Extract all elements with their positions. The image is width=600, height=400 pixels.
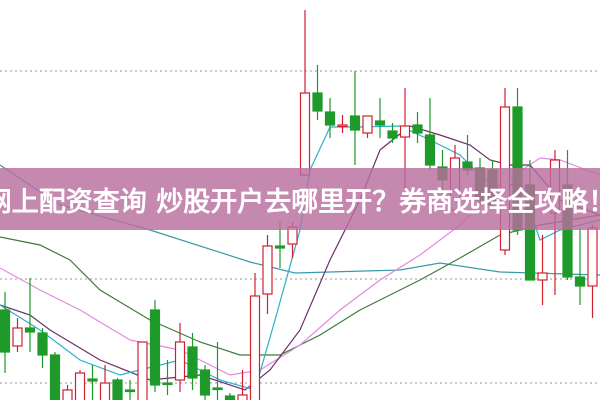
- candle-down: [274, 245, 286, 249]
- moving-average-line: [0, 214, 600, 356]
- candle-up: [537, 272, 548, 281]
- candle-up: [262, 245, 273, 295]
- candle-down: [212, 387, 223, 391]
- candle-up: [99, 382, 111, 400]
- candle-down: [149, 309, 161, 386]
- candle-up: [12, 327, 23, 347]
- candle-up: [137, 341, 148, 400]
- candle-up: [587, 227, 598, 287]
- banner-title: 网上配资查询 炒股开户去哪里开？券商选择全攻略！: [0, 186, 600, 218]
- candle-up: [399, 125, 411, 138]
- candle-down: [24, 327, 36, 333]
- candle-down: [224, 395, 236, 400]
- candle-down: [199, 369, 211, 396]
- candle-up: [237, 394, 248, 400]
- candle-down: [349, 115, 361, 131]
- candle-down: [124, 389, 136, 393]
- title-banner: 网上配资查询 炒股开户去哪里开？券商选择全攻略！: [0, 168, 600, 230]
- candle-down: [49, 354, 61, 400]
- candle-down: [37, 332, 48, 356]
- candle-down: [87, 378, 98, 382]
- candle-down: [387, 130, 398, 139]
- candle-down: [412, 124, 423, 134]
- candle-down: [312, 92, 323, 112]
- candle-up: [362, 115, 373, 134]
- candle-down: [187, 346, 198, 379]
- candle-down: [374, 120, 386, 126]
- candle-up: [249, 295, 261, 400]
- candle-up: [174, 341, 186, 381]
- candle-up: [62, 389, 73, 400]
- candle-up: [337, 124, 348, 128]
- candle-down: [424, 134, 436, 166]
- candle-down: [112, 379, 123, 400]
- candle-up: [299, 92, 311, 176]
- candle-up: [74, 372, 86, 400]
- candle-down: [0, 309, 11, 353]
- candle-down: [162, 382, 173, 386]
- candle-down: [574, 276, 586, 287]
- candle-down: [324, 111, 336, 126]
